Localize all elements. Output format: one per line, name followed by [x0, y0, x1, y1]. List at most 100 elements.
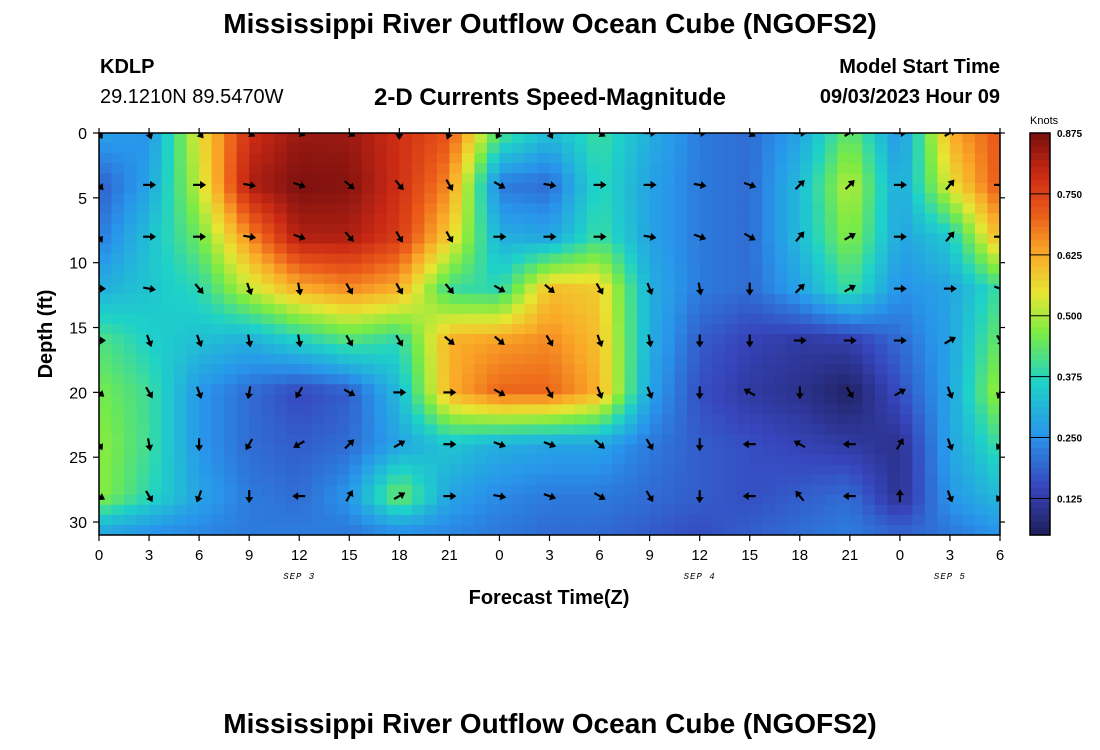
heatmap-cell: [737, 404, 751, 415]
heatmap-cell: [211, 143, 225, 154]
heatmap-cell: [349, 354, 363, 365]
current-arrow: [842, 492, 856, 501]
heatmap-cell: [799, 414, 813, 426]
x-tick-label: 18: [791, 547, 808, 564]
heatmap-cell: [812, 213, 826, 225]
heatmap-cell: [449, 364, 463, 375]
heatmap-cell: [136, 414, 150, 426]
heatmap-cell: [224, 293, 238, 305]
heatmap-cell: [599, 133, 613, 144]
station-id: KDLP: [100, 56, 155, 78]
heatmap-cell: [286, 374, 300, 385]
heatmap-cell: [899, 283, 913, 295]
heatmap-cell: [261, 484, 275, 496]
heatmap-cell: [499, 504, 513, 516]
heatmap-cell: [837, 514, 851, 526]
heatmap-cell: [461, 323, 476, 335]
heatmap-cell: [899, 394, 913, 405]
heatmap-cell: [136, 444, 150, 456]
heatmap-cell: [424, 524, 438, 535]
heatmap-cell: [174, 504, 188, 516]
heatmap-cell: [887, 133, 901, 144]
heatmap-cell: [511, 203, 526, 214]
heatmap-cell: [386, 253, 400, 265]
heatmap-cell: [511, 404, 526, 415]
heatmap-cell: [687, 273, 701, 285]
heatmap-cell: [486, 143, 501, 154]
heatmap-cell: [687, 323, 701, 335]
heatmap-cell: [374, 223, 388, 235]
heatmap-cell: [136, 394, 150, 405]
heatmap-cell: [299, 494, 313, 506]
heatmap-cell: [974, 494, 989, 506]
heatmap-cell: [399, 444, 413, 456]
heatmap-cell: [374, 153, 388, 164]
heatmap-cell: [562, 163, 576, 174]
heatmap-cell: [349, 424, 363, 436]
heatmap-cell: [236, 283, 250, 295]
heatmap-cell: [612, 514, 626, 526]
heatmap-cell: [987, 293, 1000, 305]
heatmap-cell: [336, 514, 350, 526]
heatmap-cell: [787, 133, 801, 144]
heatmap-cell: [937, 434, 951, 446]
heatmap-cell: [349, 263, 363, 275]
heatmap-cell: [99, 384, 113, 395]
heatmap-cell: [862, 374, 876, 385]
heatmap-cell: [174, 163, 188, 174]
heatmap-cell: [449, 143, 463, 154]
heatmap-cell: [99, 253, 113, 265]
heatmap-cell: [724, 454, 738, 466]
heatmap-cell: [637, 323, 651, 335]
heatmap-cell: [899, 153, 913, 164]
colorbar-swatch: [1030, 287, 1050, 295]
heatmap-cell: [436, 153, 450, 164]
heatmap-cell: [324, 404, 338, 415]
heatmap-cell: [712, 494, 726, 506]
heatmap-cell: [887, 364, 901, 375]
heatmap-cell: [161, 193, 175, 204]
heatmap-cell: [449, 153, 463, 164]
heatmap-cell: [799, 384, 813, 395]
colorbar-swatch: [1030, 260, 1050, 268]
heatmap-cell: [324, 334, 338, 345]
heatmap-cell: [149, 514, 163, 526]
heatmap-cell: [599, 203, 613, 214]
heatmap-cell: [411, 334, 425, 345]
heatmap-cell: [236, 153, 250, 164]
heatmap-cell: [749, 444, 763, 456]
heatmap-cell: [812, 474, 826, 486]
heatmap-cell: [724, 293, 738, 305]
heatmap-cell: [862, 163, 876, 174]
heatmap-cell: [812, 253, 826, 265]
heatmap-cell: [349, 394, 363, 405]
heatmap-cell: [737, 444, 751, 456]
colorbar-swatch: [1030, 313, 1050, 322]
heatmap-cell: [261, 223, 275, 235]
heatmap-cell: [724, 263, 738, 275]
heatmap-cell: [612, 444, 626, 456]
heatmap-cell: [562, 323, 576, 335]
heatmap-cell: [374, 143, 388, 154]
heatmap-cell: [199, 504, 213, 516]
current-arrow: [593, 232, 607, 241]
heatmap-cell: [461, 474, 476, 486]
heatmap-cell: [411, 203, 425, 214]
colorbar-swatch: [1030, 514, 1050, 523]
current-arrow: [143, 232, 157, 241]
heatmap-cell: [599, 414, 613, 426]
heatmap-cell: [499, 183, 513, 194]
heatmap-cell: [699, 313, 713, 325]
heatmap-cell: [774, 344, 788, 355]
heatmap-cell: [912, 514, 926, 526]
heatmap-cell: [236, 293, 250, 305]
colorbar-swatch: [1030, 347, 1050, 355]
x-tick-label: 12: [691, 547, 708, 564]
colorbar-swatch: [1030, 226, 1050, 235]
heatmap-cell: [174, 153, 188, 164]
heatmap-cell: [224, 494, 238, 506]
heatmap-cell: [111, 263, 125, 275]
heatmap-cell: [562, 243, 576, 255]
heatmap-cell: [637, 494, 651, 506]
heatmap-cell: [249, 273, 263, 285]
